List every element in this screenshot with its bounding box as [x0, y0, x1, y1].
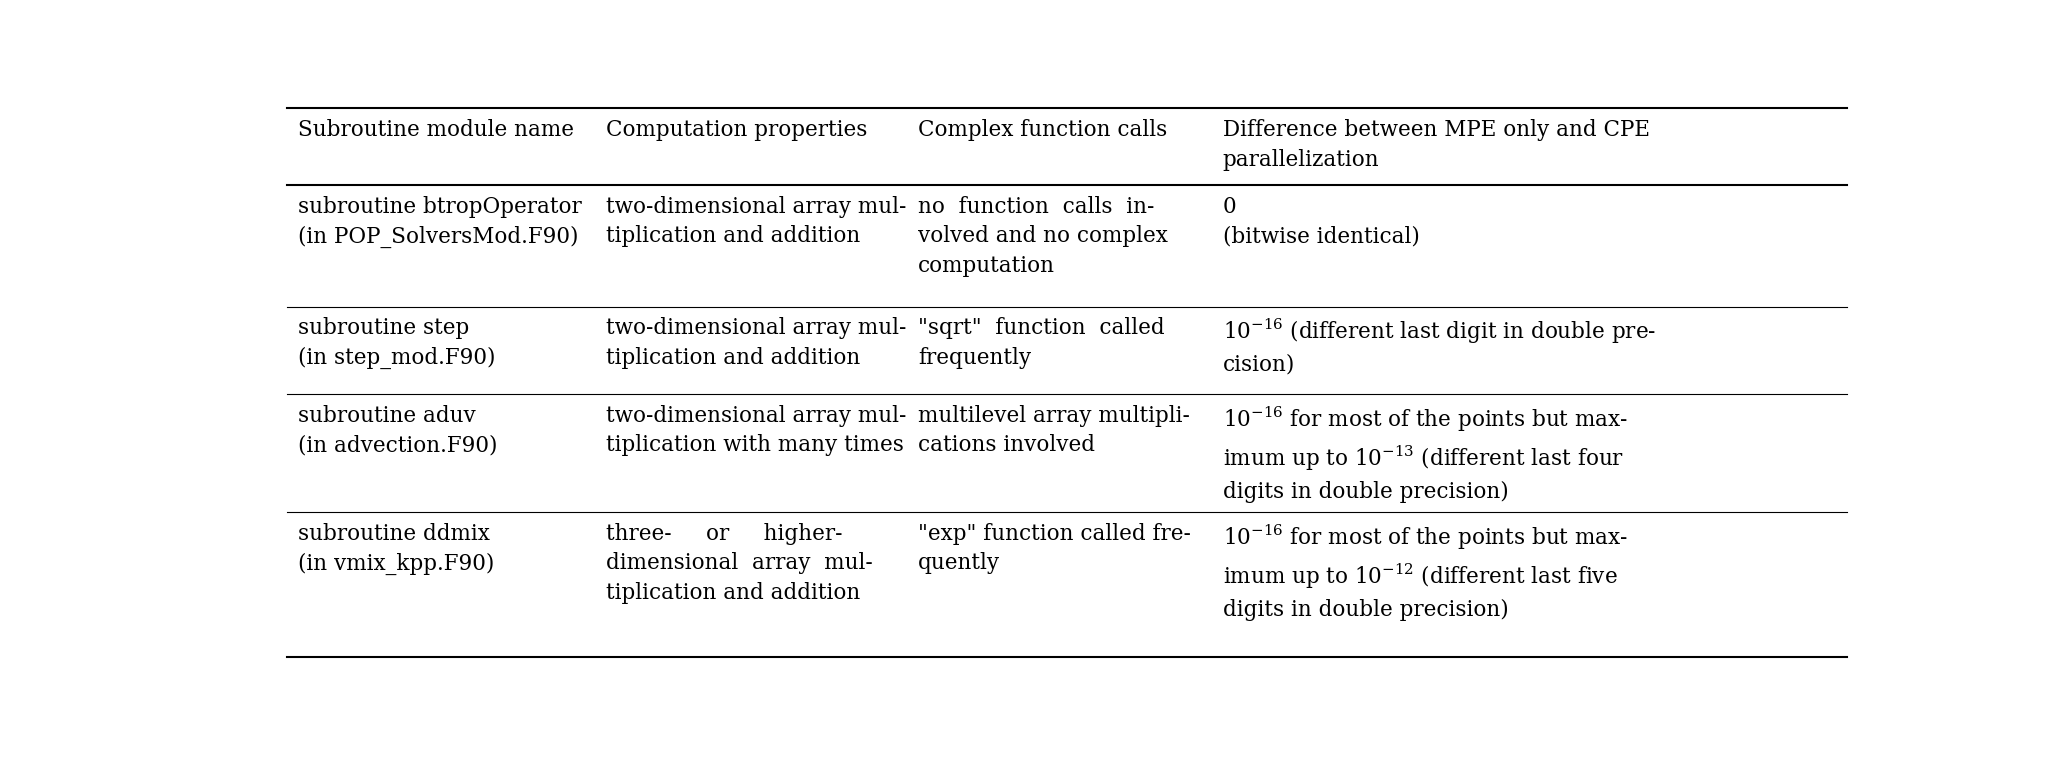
Text: "exp" function called fre-
quently: "exp" function called fre- quently: [918, 523, 1191, 575]
Text: $\mathregular{10^{-16}}$ for most of the points but max-
imum up to $\mathregula: $\mathregular{10^{-16}}$ for most of the…: [1224, 405, 1629, 503]
Text: two-dimensional array mul-
tiplication with many times: two-dimensional array mul- tiplication w…: [606, 405, 905, 456]
Text: $\mathregular{10^{-16}}$ for most of the points but max-
imum up to $\mathregula: $\mathregular{10^{-16}}$ for most of the…: [1224, 523, 1629, 622]
Text: Computation properties: Computation properties: [606, 119, 868, 141]
Text: "sqrt"  function  called
frequently: "sqrt" function called frequently: [918, 317, 1166, 368]
Text: three-     or     higher-
dimensional  array  mul-
tiplication and addition: three- or higher- dimensional array mul-…: [606, 523, 872, 604]
Text: subroutine btropOperator
(in POP_SolversMod.F90): subroutine btropOperator (in POP_Solvers…: [298, 196, 583, 248]
Text: subroutine step
(in step_mod.F90): subroutine step (in step_mod.F90): [298, 317, 496, 369]
Text: Difference between MPE only and CPE
parallelization: Difference between MPE only and CPE para…: [1224, 119, 1649, 171]
Text: 0
(bitwise identical): 0 (bitwise identical): [1224, 196, 1420, 247]
Text: no  function  calls  in-
volved and no complex
computation: no function calls in- volved and no comp…: [918, 196, 1168, 277]
Text: two-dimensional array mul-
tiplication and addition: two-dimensional array mul- tiplication a…: [606, 196, 905, 247]
Text: $\mathregular{10^{-16}}$ (different last digit in double pre-
cision): $\mathregular{10^{-16}}$ (different last…: [1224, 317, 1656, 376]
Text: two-dimensional array mul-
tiplication and addition: two-dimensional array mul- tiplication a…: [606, 317, 905, 368]
Text: subroutine aduv
(in advection.F90): subroutine aduv (in advection.F90): [298, 405, 498, 456]
Text: multilevel array multipli-
cations involved: multilevel array multipli- cations invol…: [918, 405, 1191, 456]
Text: subroutine ddmix
(in vmix_kpp.F90): subroutine ddmix (in vmix_kpp.F90): [298, 523, 494, 575]
Text: Complex function calls: Complex function calls: [918, 119, 1168, 141]
Text: Subroutine module name: Subroutine module name: [298, 119, 575, 141]
